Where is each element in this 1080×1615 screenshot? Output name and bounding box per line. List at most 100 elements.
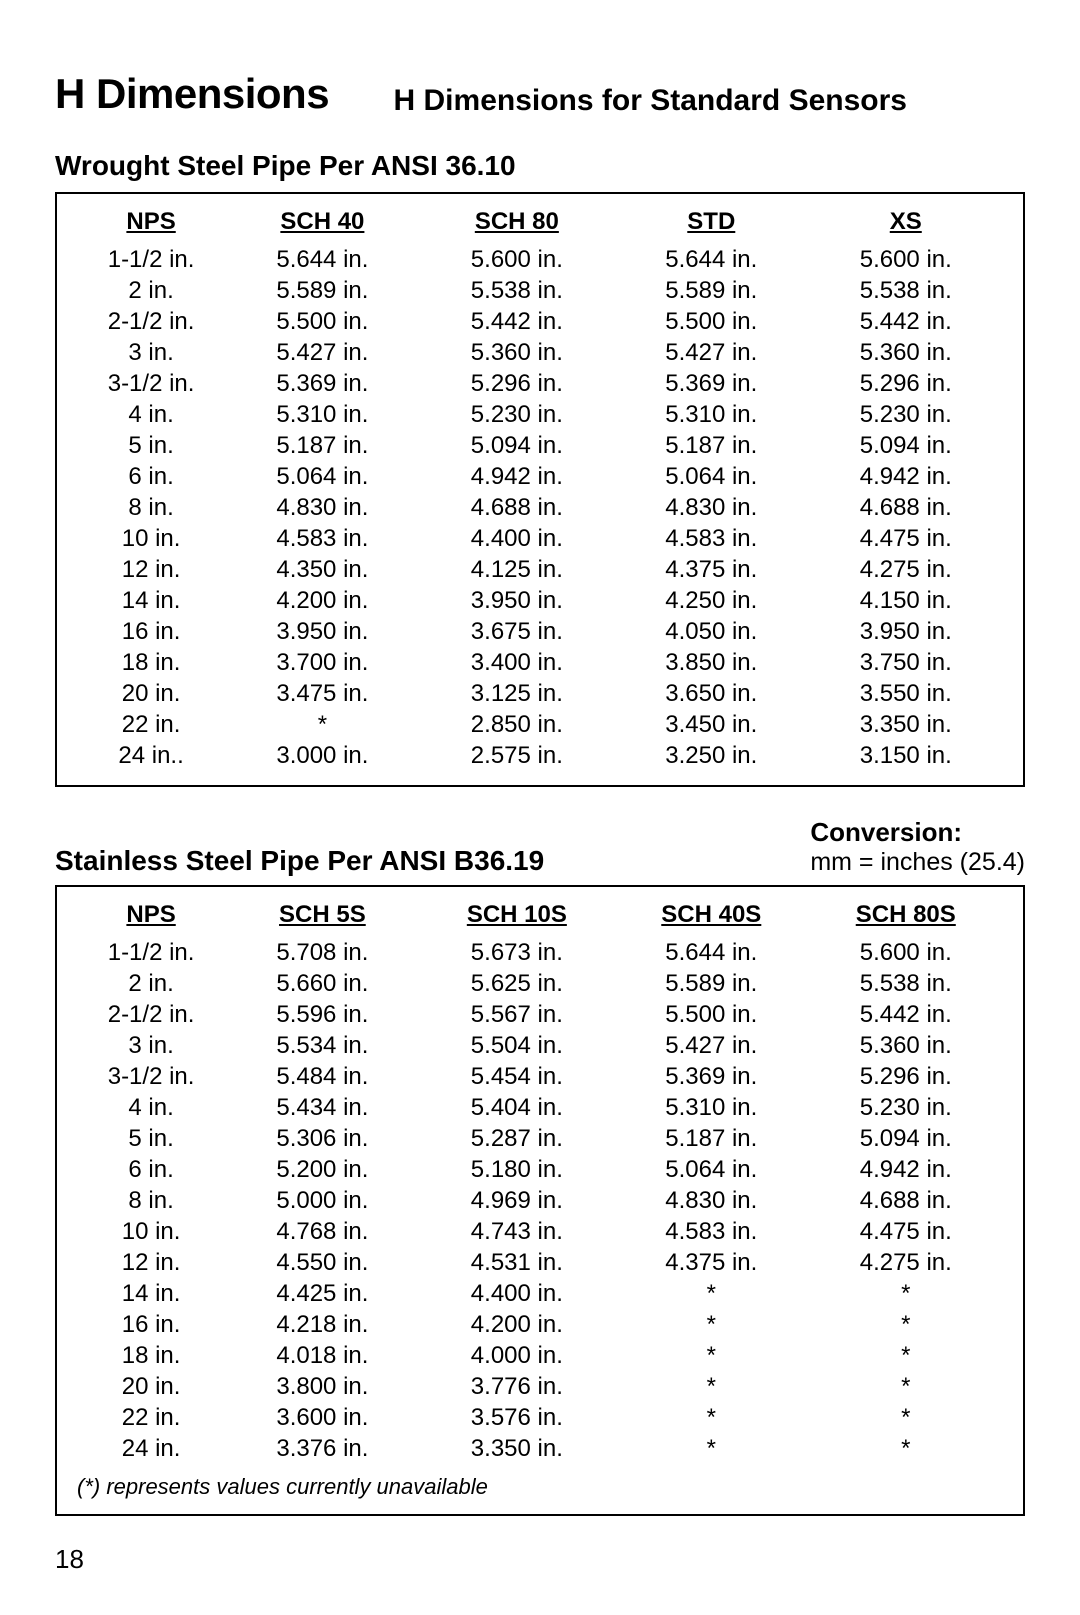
- table1-cell: 3.400 in.: [420, 647, 614, 678]
- table2-cell: 4.000 in.: [420, 1340, 614, 1371]
- table2-cell: 5.064 in.: [614, 1154, 808, 1185]
- table2-cell: 8 in.: [77, 1185, 225, 1216]
- table2-cell: 5.625 in.: [420, 968, 614, 999]
- table1-cell: 3.350 in.: [809, 709, 1003, 740]
- conversion-label: Conversion:: [810, 817, 1025, 848]
- table2-cell: 3.376 in.: [225, 1433, 419, 1464]
- table2-cell: 5.660 in.: [225, 968, 419, 999]
- table1-cell: 5.296 in.: [420, 368, 614, 399]
- table1-row: 22 in.*2.850 in.3.450 in.3.350 in.: [77, 709, 1003, 740]
- table2-cell: *: [614, 1278, 808, 1309]
- table1-cell: 5.230 in.: [420, 399, 614, 430]
- table2-cell: 5.504 in.: [420, 1030, 614, 1061]
- table2-cell: 2-1/2 in.: [77, 999, 225, 1030]
- table1-cell: 3.700 in.: [225, 647, 419, 678]
- table1-cell: 3.675 in.: [420, 616, 614, 647]
- table2-cell: 4.830 in.: [614, 1185, 808, 1216]
- table1-cell: 3.450 in.: [614, 709, 808, 740]
- table2: NPSSCH 5SSCH 10SSCH 40SSCH 80S 1-1/2 in.…: [77, 897, 1003, 1464]
- table2-cell: 4.688 in.: [809, 1185, 1003, 1216]
- table1-cell: 14 in.: [77, 585, 225, 616]
- table2-cell: 22 in.: [77, 1402, 225, 1433]
- table2-header-3: SCH 40S: [614, 897, 808, 937]
- table1-cell: 3.650 in.: [614, 678, 808, 709]
- table1-row: 1-1/2 in.5.644 in.5.600 in.5.644 in.5.60…: [77, 244, 1003, 275]
- table2-row: 2 in.5.660 in.5.625 in.5.589 in.5.538 in…: [77, 968, 1003, 999]
- table2-cell: 5.644 in.: [614, 937, 808, 968]
- table2-cell: *: [614, 1433, 808, 1464]
- table1-cell: 5.600 in.: [809, 244, 1003, 275]
- table1-cell: 4.583 in.: [614, 523, 808, 554]
- table2-cell: 4.018 in.: [225, 1340, 419, 1371]
- table2-cell: 5.708 in.: [225, 937, 419, 968]
- table1-cell: 3.950 in.: [809, 616, 1003, 647]
- table1-cell: 20 in.: [77, 678, 225, 709]
- page-header: H Dimensions H Dimensions for Standard S…: [55, 70, 1025, 118]
- table2-row: 18 in.4.018 in.4.000 in.**: [77, 1340, 1003, 1371]
- table1-cell: 3.550 in.: [809, 678, 1003, 709]
- table1-cell: 4.688 in.: [809, 492, 1003, 523]
- table2-cell: 16 in.: [77, 1309, 225, 1340]
- table1-cell: 5.296 in.: [809, 368, 1003, 399]
- conversion-text: mm = inches (25.4): [810, 848, 1025, 877]
- table1-cell: 5.369 in.: [614, 368, 808, 399]
- table1-row: 14 in.4.200 in.3.950 in.4.250 in.4.150 i…: [77, 585, 1003, 616]
- table1-cell: 16 in.: [77, 616, 225, 647]
- table1-cell: 18 in.: [77, 647, 225, 678]
- table2-cell: 5.673 in.: [420, 937, 614, 968]
- table1-cell: 3-1/2 in.: [77, 368, 225, 399]
- table2-title: Stainless Steel Pipe Per ANSI B36.19: [55, 845, 544, 877]
- conversion-block: Stainless Steel Pipe Per ANSI B36.19 Con…: [55, 817, 1025, 877]
- table1-row: 12 in.4.350 in.4.125 in.4.375 in.4.275 i…: [77, 554, 1003, 585]
- table2-cell: 4.743 in.: [420, 1216, 614, 1247]
- table2-cell: 5.187 in.: [614, 1123, 808, 1154]
- table2-cell: 14 in.: [77, 1278, 225, 1309]
- table1-cell: 3.950 in.: [225, 616, 419, 647]
- table2-cell: 4.218 in.: [225, 1309, 419, 1340]
- table1-cell: 3.950 in.: [420, 585, 614, 616]
- table1-cell: 4.050 in.: [614, 616, 808, 647]
- table1-header-2: SCH 80: [420, 204, 614, 244]
- conversion: Conversion: mm = inches (25.4): [810, 817, 1025, 877]
- table1-cell: 4.830 in.: [614, 492, 808, 523]
- table1-cell: 4.150 in.: [809, 585, 1003, 616]
- table2-cell: 5.600 in.: [809, 937, 1003, 968]
- table2-cell: 20 in.: [77, 1371, 225, 1402]
- table2-cell: *: [809, 1309, 1003, 1340]
- table2-cell: 5.427 in.: [614, 1030, 808, 1061]
- table1-cell: 4.350 in.: [225, 554, 419, 585]
- table2-cell: 5.442 in.: [809, 999, 1003, 1030]
- table2-cell: 5.589 in.: [614, 968, 808, 999]
- table2-cell: 4.969 in.: [420, 1185, 614, 1216]
- table1-cell: 5.442 in.: [809, 306, 1003, 337]
- table1-cell: 4.830 in.: [225, 492, 419, 523]
- table1-cell: 5.310 in.: [614, 399, 808, 430]
- table1-cell: 5.538 in.: [420, 275, 614, 306]
- table1-cell: *: [225, 709, 419, 740]
- table2-cell: 1-1/2 in.: [77, 937, 225, 968]
- table2-cell: *: [809, 1340, 1003, 1371]
- table2-frame: NPSSCH 5SSCH 10SSCH 40SSCH 80S 1-1/2 in.…: [55, 885, 1025, 1516]
- table2-cell: 4.400 in.: [420, 1278, 614, 1309]
- table1-row: 2-1/2 in.5.500 in.5.442 in.5.500 in.5.44…: [77, 306, 1003, 337]
- table1-cell: 4.200 in.: [225, 585, 419, 616]
- table1-title: Wrought Steel Pipe Per ANSI 36.10: [55, 150, 1025, 182]
- table2-row: 3-1/2 in.5.484 in.5.454 in.5.369 in.5.29…: [77, 1061, 1003, 1092]
- table2-header-2: SCH 10S: [420, 897, 614, 937]
- table1-cell: 5.187 in.: [225, 430, 419, 461]
- table1-cell: 5.064 in.: [614, 461, 808, 492]
- table2-cell: 5.596 in.: [225, 999, 419, 1030]
- table1-cell: 5.500 in.: [614, 306, 808, 337]
- table2-cell: 4 in.: [77, 1092, 225, 1123]
- table2-cell: 4.768 in.: [225, 1216, 419, 1247]
- table2-cell: *: [809, 1402, 1003, 1433]
- table2-cell: 5.000 in.: [225, 1185, 419, 1216]
- table2-cell: 5.200 in.: [225, 1154, 419, 1185]
- table1-cell: 6 in.: [77, 461, 225, 492]
- table1-row: 5 in.5.187 in.5.094 in.5.187 in.5.094 in…: [77, 430, 1003, 461]
- table1: NPSSCH 40SCH 80STDXS 1-1/2 in.5.644 in.5…: [77, 204, 1003, 771]
- table1-cell: 2-1/2 in.: [77, 306, 225, 337]
- table1-cell: 5.360 in.: [420, 337, 614, 368]
- table2-cell: 4.475 in.: [809, 1216, 1003, 1247]
- table2-row: 5 in.5.306 in.5.287 in.5.187 in.5.094 in…: [77, 1123, 1003, 1154]
